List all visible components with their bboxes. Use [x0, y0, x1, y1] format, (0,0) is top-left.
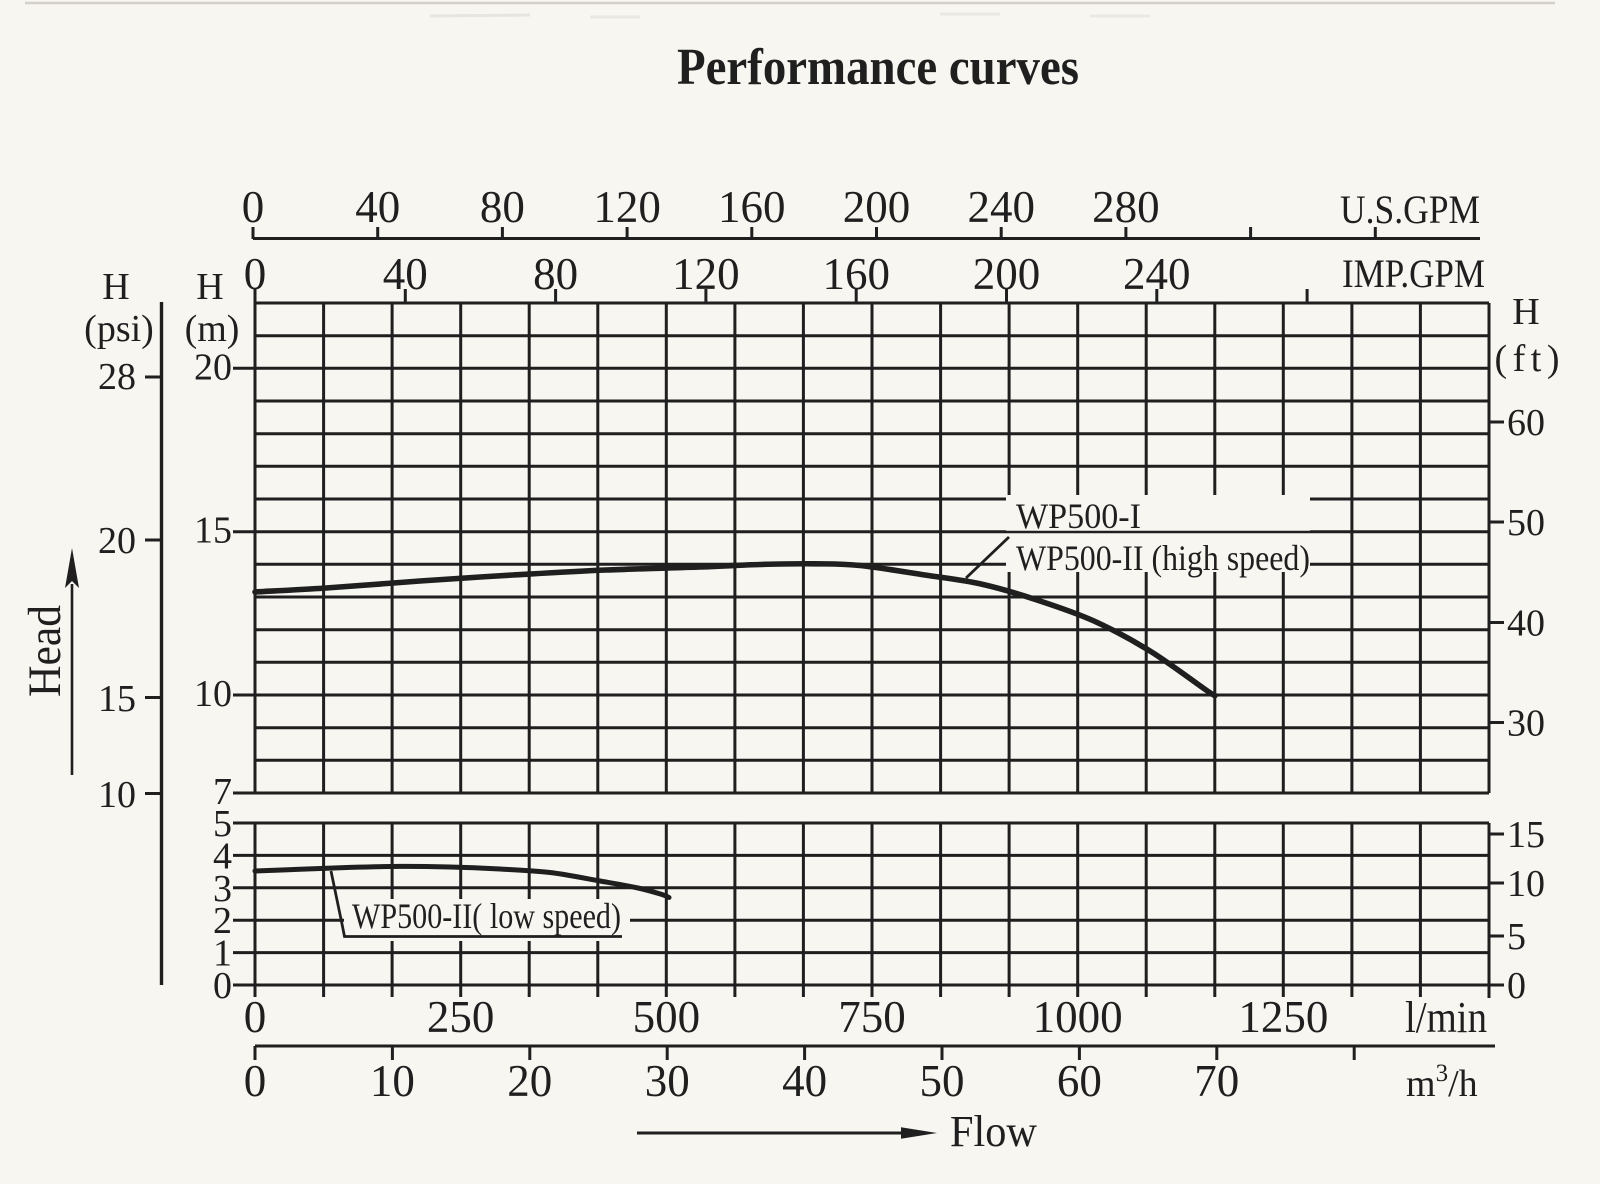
svg-text:0: 0 — [242, 182, 265, 232]
svg-text:120: 120 — [593, 182, 661, 232]
svg-text:15: 15 — [194, 510, 232, 552]
svg-text:15: 15 — [1507, 814, 1545, 856]
svg-text:80: 80 — [480, 182, 525, 232]
svg-text:20: 20 — [507, 1056, 552, 1106]
svg-text:0: 0 — [1507, 965, 1526, 1007]
svg-text:500: 500 — [633, 992, 701, 1042]
svg-text:H: H — [196, 266, 223, 308]
svg-text:(m): (m) — [185, 308, 240, 350]
svg-text:10: 10 — [98, 774, 136, 816]
svg-text:750: 750 — [838, 992, 906, 1042]
svg-text:WP500-I: WP500-I — [1016, 496, 1141, 536]
svg-text:l/min: l/min — [1405, 993, 1487, 1042]
svg-text:1000: 1000 — [1033, 992, 1123, 1042]
svg-text:( f t ): ( f t ) — [1494, 338, 1557, 380]
svg-text:240: 240 — [1123, 249, 1191, 299]
svg-text:240: 240 — [967, 182, 1035, 232]
svg-text:120: 120 — [672, 249, 740, 299]
svg-text:30: 30 — [645, 1056, 690, 1106]
svg-text:WP500-II (high speed): WP500-II (high speed) — [1016, 538, 1310, 578]
svg-text:20: 20 — [194, 346, 232, 388]
svg-text:0: 0 — [244, 249, 267, 299]
svg-text:28: 28 — [98, 356, 136, 398]
svg-text:10: 10 — [194, 673, 232, 715]
svg-text:0: 0 — [244, 1056, 267, 1106]
svg-text:H: H — [1512, 291, 1539, 333]
svg-text:250: 250 — [427, 992, 495, 1042]
svg-text:1: 1 — [213, 933, 232, 975]
svg-text:160: 160 — [718, 182, 786, 232]
svg-text:0: 0 — [244, 992, 267, 1042]
svg-text:60: 60 — [1057, 1056, 1102, 1106]
svg-text:Flow: Flow — [950, 1107, 1037, 1156]
svg-text:40: 40 — [1507, 603, 1545, 645]
svg-text:50: 50 — [1507, 502, 1545, 544]
svg-text:2: 2 — [213, 900, 232, 942]
svg-text:U.S.GPM: U.S.GPM — [1340, 187, 1480, 232]
svg-text:5: 5 — [1507, 916, 1526, 958]
svg-text:H: H — [102, 266, 129, 308]
svg-text:40: 40 — [383, 249, 428, 299]
svg-text:(psi): (psi) — [84, 308, 154, 350]
svg-text:60: 60 — [1507, 402, 1545, 444]
svg-text:10: 10 — [370, 1056, 415, 1106]
svg-text:Performance curves: Performance curves — [677, 39, 1079, 96]
svg-text:10: 10 — [1507, 863, 1545, 905]
svg-text:40: 40 — [355, 182, 400, 232]
svg-text:7: 7 — [213, 771, 232, 813]
svg-text:WP500-II( low speed): WP500-II( low speed) — [352, 896, 621, 936]
svg-text:50: 50 — [920, 1056, 965, 1106]
svg-text:200: 200 — [973, 249, 1041, 299]
svg-text:280: 280 — [1092, 182, 1160, 232]
svg-text:70: 70 — [1194, 1056, 1239, 1106]
svg-text:30: 30 — [1507, 703, 1545, 745]
svg-text:0: 0 — [213, 965, 232, 1007]
svg-text:40: 40 — [782, 1056, 827, 1106]
svg-text:160: 160 — [822, 249, 890, 299]
svg-text:1250: 1250 — [1238, 992, 1328, 1042]
svg-text:5: 5 — [213, 803, 232, 845]
svg-text:3: 3 — [213, 868, 232, 910]
svg-text:Head: Head — [19, 605, 71, 697]
svg-text:15: 15 — [98, 678, 136, 720]
svg-text:20: 20 — [98, 520, 136, 562]
svg-text:4: 4 — [213, 835, 232, 877]
svg-text:80: 80 — [533, 249, 578, 299]
svg-text:IMP.GPM: IMP.GPM — [1342, 251, 1485, 296]
svg-text:200: 200 — [843, 182, 911, 232]
